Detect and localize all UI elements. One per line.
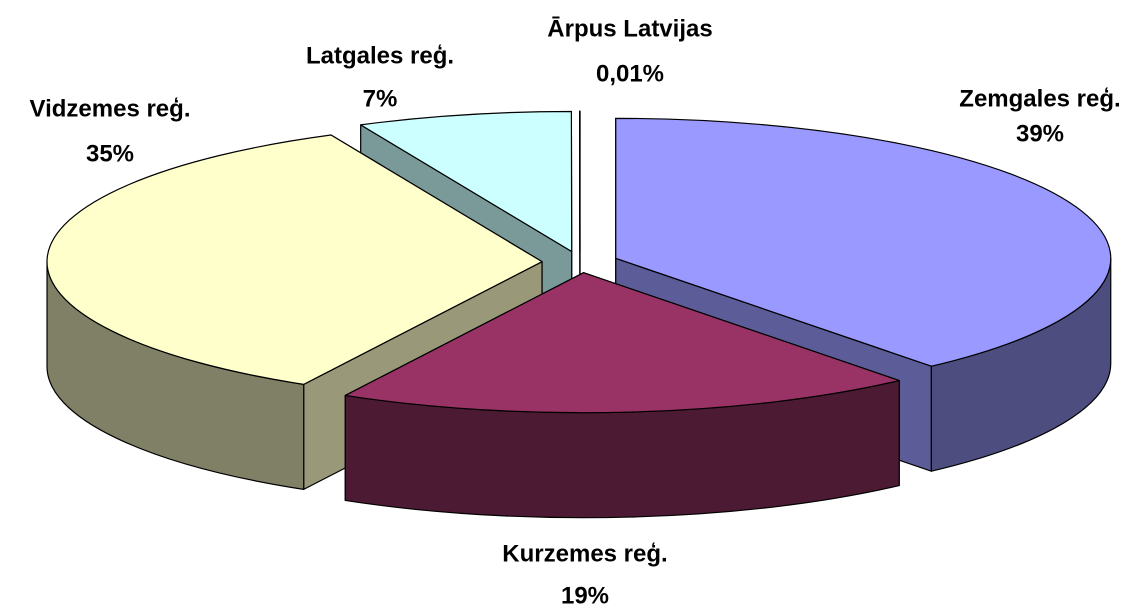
category-label: Zemgales reģ. <box>959 85 1120 112</box>
value-label: 0,01% <box>596 60 664 87</box>
value-label: 35% <box>86 140 134 167</box>
slice-top <box>46 134 543 385</box>
slice <box>344 272 900 519</box>
slice-top <box>360 110 573 253</box>
slice-top <box>344 272 900 414</box>
category-label: Vidzemes reģ. <box>30 95 191 122</box>
value-label: 19% <box>561 582 609 609</box>
category-label: Ārpus Latvijas <box>547 15 712 42</box>
value-label: 39% <box>1016 120 1064 147</box>
category-label: Latgales reģ. <box>306 42 454 69</box>
category-label: Kurzemes reģ. <box>502 540 667 567</box>
slice-top <box>615 117 1112 367</box>
value-label: 7% <box>363 85 398 112</box>
